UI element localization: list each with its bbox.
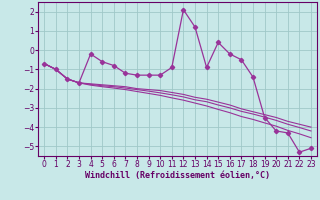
X-axis label: Windchill (Refroidissement éolien,°C): Windchill (Refroidissement éolien,°C)	[85, 171, 270, 180]
